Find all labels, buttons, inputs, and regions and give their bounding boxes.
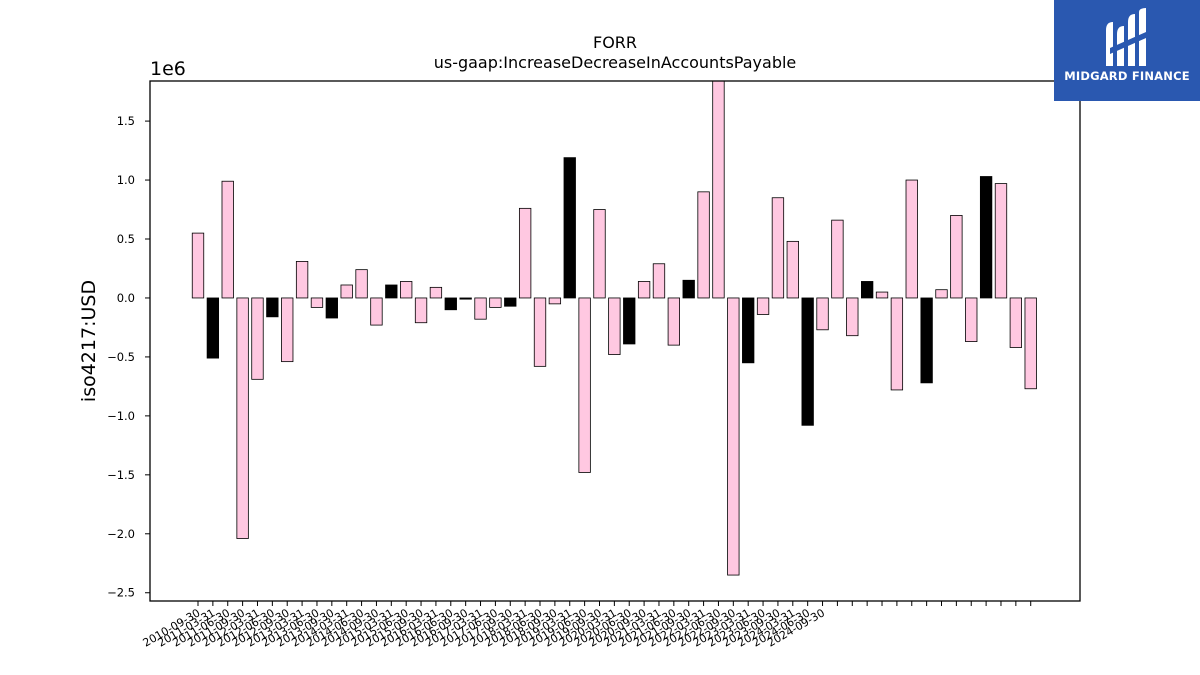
bar xyxy=(474,297,487,320)
midgard-logo-icon xyxy=(1106,8,1146,66)
midgard-finance-logo: MIDGARD FINANCE xyxy=(1054,0,1200,101)
y-axis-multiplier: 1e6 xyxy=(150,58,186,80)
bars xyxy=(191,80,1037,576)
bar xyxy=(1009,297,1022,348)
bar xyxy=(652,263,666,299)
bar xyxy=(786,240,799,299)
bar xyxy=(756,297,770,315)
bar xyxy=(682,279,695,299)
y-tick-label: −1.5 xyxy=(107,468,135,482)
bar xyxy=(861,281,874,299)
bar xyxy=(890,297,904,391)
bar xyxy=(667,297,680,346)
bar xyxy=(697,191,710,299)
bar xyxy=(593,209,606,299)
bar xyxy=(979,176,993,299)
bar xyxy=(206,297,220,359)
bar xyxy=(325,297,338,319)
bar xyxy=(801,297,814,426)
bar xyxy=(816,297,829,331)
y-tick-label: 1.5 xyxy=(117,114,135,128)
bar xyxy=(414,297,428,324)
bar xyxy=(236,297,249,539)
bar xyxy=(771,197,785,299)
bar xyxy=(935,289,948,299)
bar xyxy=(400,281,413,299)
bar xyxy=(742,297,755,364)
bar xyxy=(578,297,591,473)
bar xyxy=(994,183,1008,299)
bar xyxy=(965,297,978,342)
bar xyxy=(637,281,651,299)
chart-subtitle: us-gaap:IncreaseDecreaseInAccountsPayabl… xyxy=(434,53,797,72)
bar xyxy=(489,297,502,308)
y-tick-label: 0.5 xyxy=(117,232,135,246)
bar xyxy=(905,179,918,299)
y-tick-label: 1.0 xyxy=(117,173,135,187)
bar xyxy=(548,297,562,305)
y-tick-label: −0.5 xyxy=(107,350,135,364)
bar xyxy=(444,297,457,311)
bar xyxy=(221,180,234,299)
bar xyxy=(370,297,383,326)
bar xyxy=(295,261,309,299)
bar xyxy=(831,219,844,299)
bar xyxy=(712,80,725,299)
plot-frame xyxy=(149,80,1081,602)
bar xyxy=(920,297,933,384)
y-tick-label: −2.5 xyxy=(107,586,135,600)
bar xyxy=(385,284,398,299)
bar xyxy=(623,297,636,345)
bar xyxy=(340,284,353,299)
y-tick-label: 0.0 xyxy=(117,291,135,305)
bar xyxy=(310,297,324,308)
bar xyxy=(727,297,740,576)
bar xyxy=(251,297,264,380)
logo-text: MIDGARD FINANCE xyxy=(1064,69,1190,83)
y-axis-label: iso4217:USD xyxy=(78,280,100,402)
bar xyxy=(875,291,889,299)
y-tick-label: −1.0 xyxy=(107,409,135,423)
bar xyxy=(1024,297,1037,390)
y-tick-label: −2.0 xyxy=(107,527,135,541)
chart-title: FORR xyxy=(593,33,637,52)
bar xyxy=(504,297,517,307)
bar xyxy=(266,297,279,318)
bar xyxy=(355,269,368,299)
y-axis-ticks: 1.5 1.0 0.5 0.0 −0.5 −1.0 −1.5 −2.0 −2.5 xyxy=(107,114,150,600)
bar xyxy=(563,157,576,299)
bar xyxy=(846,297,859,337)
bar xyxy=(608,297,621,355)
bar xyxy=(459,297,472,300)
bar xyxy=(518,207,532,299)
bar xyxy=(950,215,963,299)
bar xyxy=(191,232,205,299)
x-axis-ticks: 2010-09-302011-03-312011-06-302011-09-30… xyxy=(141,601,1032,650)
bar xyxy=(533,297,547,367)
bar xyxy=(281,297,294,363)
bar xyxy=(429,286,443,299)
